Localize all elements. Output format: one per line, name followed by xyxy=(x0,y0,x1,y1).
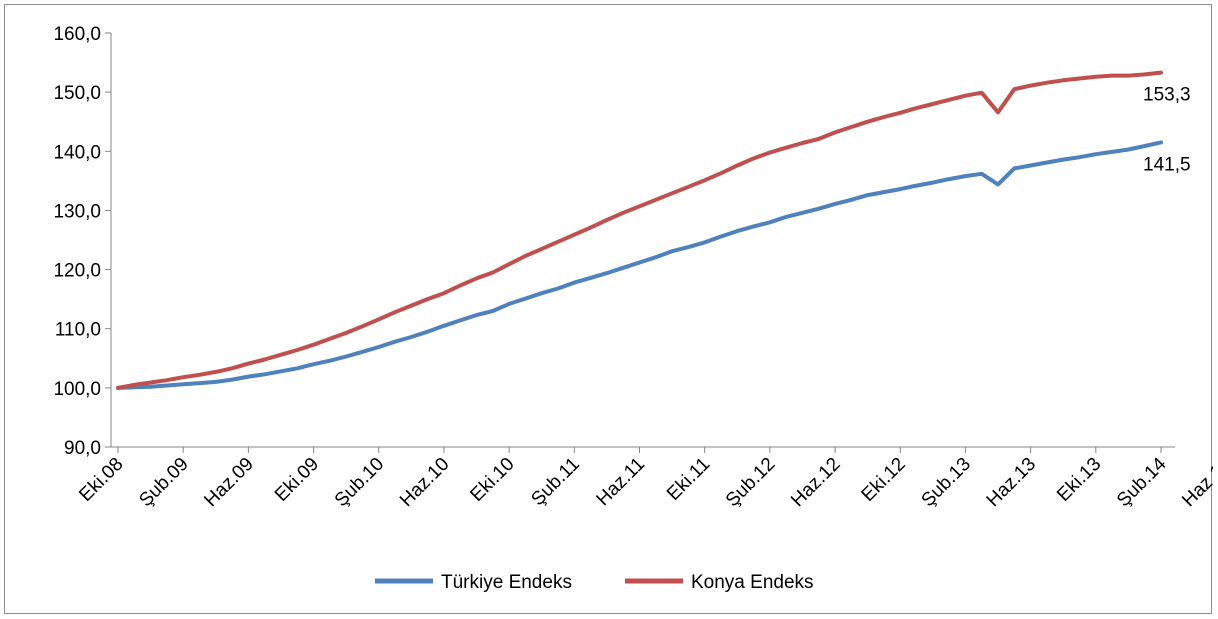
series-line-konya xyxy=(116,70,1163,390)
end-labels: 141,5 153,3 xyxy=(1143,85,1191,176)
x-tick-label: Şub.11 xyxy=(527,454,583,510)
legend-label: Türkiye Endeks xyxy=(441,572,572,593)
y-tick-label: 150,0 xyxy=(53,83,101,104)
y-tick-label: 100,0 xyxy=(53,379,101,400)
y-tick-label: 120,0 xyxy=(53,261,101,282)
x-tick-label: Haz.10 xyxy=(396,454,453,511)
x-tick-label: Haz.09 xyxy=(200,454,257,511)
x-tick-label: Haz.12 xyxy=(787,454,844,511)
y-tick-label: 110,0 xyxy=(55,320,101,341)
line-chart: 90,0100,0110,0120,0130,0140,0150,0160,0 … xyxy=(53,24,1213,593)
x-tick-label: Şub.10 xyxy=(331,454,388,511)
x-tick-label: Eki.10 xyxy=(466,454,518,506)
end-value-label: 153,3 xyxy=(1143,85,1191,106)
y-axis: 90,0 100,0 110,0 120,0 130,0 140,0 150,0 160,0 xyxy=(53,24,112,459)
x-tick-label: Şub.13 xyxy=(918,454,975,511)
x-tick-label: Haz.13 xyxy=(983,454,1040,511)
x-axis: Eki.08 Şub.09 Haz.09 Eki.09 Şub.10 Haz.10 Eki.… xyxy=(75,446,1213,511)
legend: Türkiye Endeks Konya Endeks xyxy=(375,572,814,593)
x-tick-label: Haz.14 xyxy=(1178,453,1213,511)
x-tick-label: Eki.11 xyxy=(663,454,714,505)
series-lines xyxy=(116,70,1163,390)
x-tick-label: Şub.12 xyxy=(722,454,779,511)
end-value-label: 141,5 xyxy=(1143,154,1191,175)
x-tick-label: Haz.11 xyxy=(593,454,649,510)
x-tick-label: Şub.09 xyxy=(135,454,192,511)
series-line-turkiye xyxy=(116,140,1163,390)
y-tick-label: 140,0 xyxy=(53,142,101,163)
chart-frame: 90,0 100,0 110,0 120,0 130,0 140,0 150,0 160,0 … xyxy=(4,4,1213,614)
x-tick-label: Eki.09 xyxy=(271,454,323,506)
y-tick-label: 130,0 xyxy=(53,201,101,222)
legend-label: Konya Endeks xyxy=(691,572,814,593)
x-tick-label: Eki.13 xyxy=(1053,454,1105,506)
x-tick-label: Eki.08 xyxy=(75,454,127,506)
x-tick-label: Şub.14 xyxy=(1113,453,1171,511)
y-tick-label: 160,0 xyxy=(53,24,101,45)
x-tick-label: Eki.12 xyxy=(858,454,910,506)
y-tick-label: 90,0 xyxy=(64,438,101,459)
